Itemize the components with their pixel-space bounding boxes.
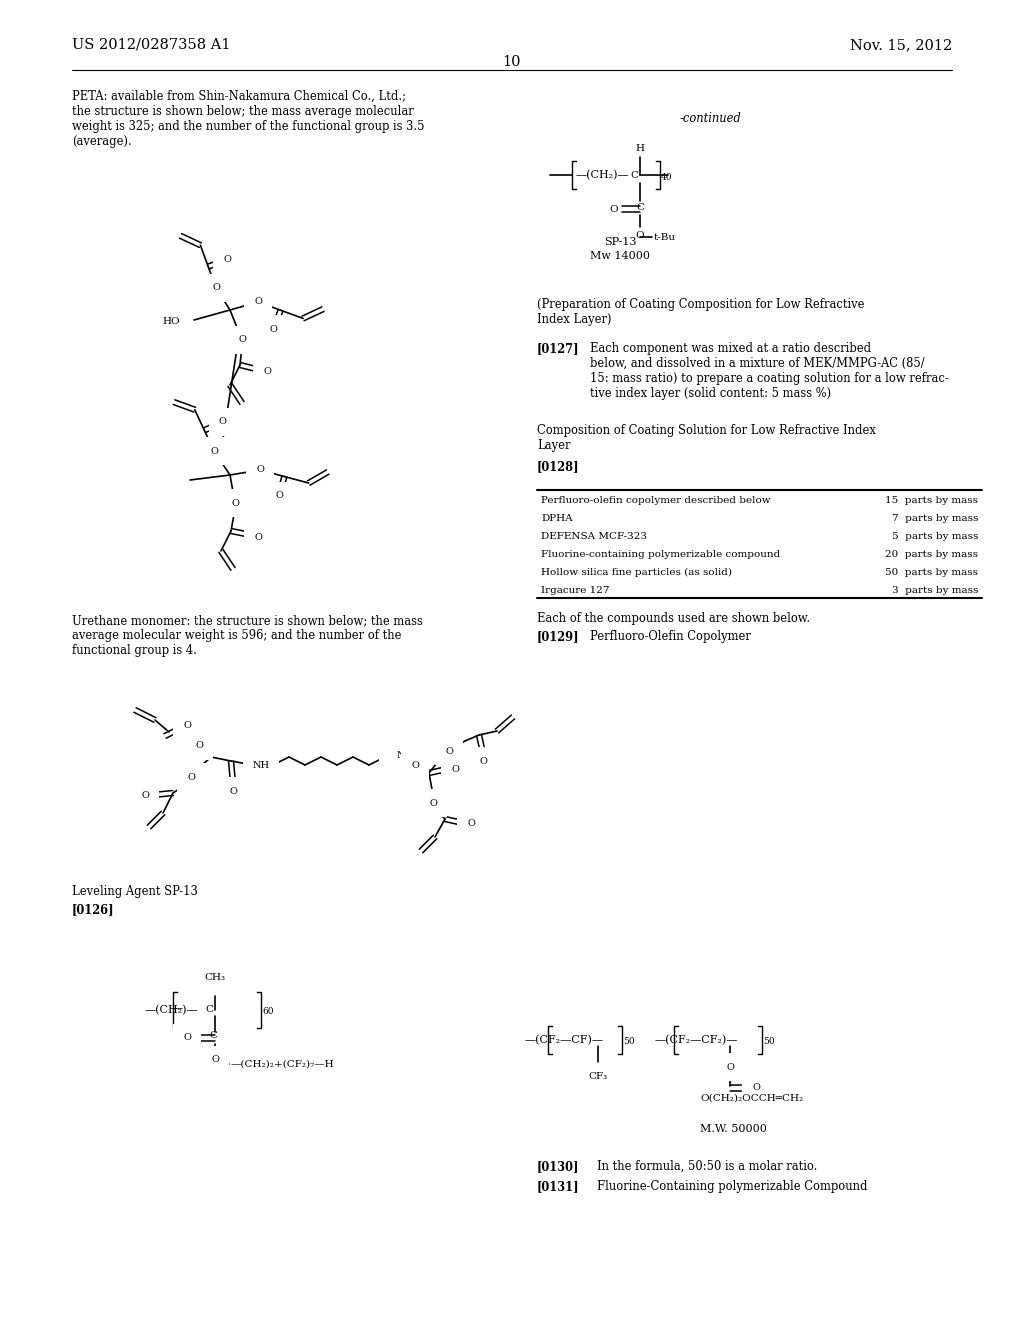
- Text: CF₃: CF₃: [589, 1072, 607, 1081]
- Text: Perfluoro-Olefin Copolymer: Perfluoro-Olefin Copolymer: [590, 630, 751, 643]
- Text: —: —: [171, 1003, 182, 1012]
- Text: O: O: [479, 756, 487, 766]
- Text: [0128]: [0128]: [537, 459, 580, 473]
- Text: C: C: [630, 170, 638, 180]
- Text: Nov. 15, 2012: Nov. 15, 2012: [850, 38, 952, 51]
- Text: O: O: [275, 491, 283, 500]
- Text: 50  parts by mass: 50 parts by mass: [885, 569, 978, 577]
- Text: Mw 14000: Mw 14000: [590, 251, 650, 261]
- Text: [0127]: [0127]: [537, 342, 580, 355]
- Text: O: O: [141, 791, 148, 800]
- Text: Perfluoro-olefin copolymer described below: Perfluoro-olefin copolymer described bel…: [541, 496, 771, 506]
- Text: NH: NH: [253, 760, 269, 770]
- Text: -continued: -continued: [680, 112, 741, 125]
- Text: O: O: [609, 205, 618, 214]
- Text: t-Bu: t-Bu: [654, 232, 676, 242]
- Text: O: O: [231, 499, 239, 507]
- Text: Fluorine-containing polymerizable compound: Fluorine-containing polymerizable compou…: [541, 550, 780, 560]
- Text: In the formula, 50:50 is a molar ratio.: In the formula, 50:50 is a molar ratio.: [597, 1160, 817, 1173]
- Text: O(CH₂)₂OCCH═CH₂: O(CH₂)₂OCCH═CH₂: [700, 1093, 803, 1102]
- Text: O: O: [256, 466, 264, 474]
- Text: O: O: [254, 532, 262, 541]
- Text: O: O: [195, 742, 203, 751]
- Text: —(CF₂—CF)—: —(CF₂—CF)—: [525, 1035, 604, 1045]
- Text: 15  parts by mass: 15 parts by mass: [885, 496, 978, 506]
- Text: O: O: [269, 325, 278, 334]
- Text: [0130]: [0130]: [537, 1160, 580, 1173]
- Text: O: O: [445, 747, 453, 755]
- Text: SP-13: SP-13: [604, 238, 636, 247]
- Text: O: O: [187, 772, 195, 781]
- Text: N: N: [396, 751, 406, 759]
- Text: Leveling Agent SP-13: Leveling Agent SP-13: [72, 884, 198, 898]
- Text: Fluorine-Containing polymerizable Compound: Fluorine-Containing polymerizable Compou…: [597, 1180, 867, 1193]
- Text: O: O: [429, 799, 437, 808]
- Text: O: O: [726, 1063, 734, 1072]
- Text: 20  parts by mass: 20 parts by mass: [885, 550, 978, 560]
- Text: Hollow silica fine particles (as solid): Hollow silica fine particles (as solid): [541, 568, 732, 577]
- Text: Urethane monomer: the structure is shown below; the mass
average molecular weigh: Urethane monomer: the structure is shown…: [72, 614, 423, 657]
- Text: [0131]: [0131]: [537, 1180, 580, 1193]
- Text: O: O: [223, 255, 231, 264]
- Text: 7  parts by mass: 7 parts by mass: [892, 515, 978, 523]
- Text: 10: 10: [503, 55, 521, 69]
- Text: O: O: [254, 297, 262, 306]
- Text: CH₃: CH₃: [205, 973, 225, 982]
- Text: US 2012/0287358 A1: US 2012/0287358 A1: [72, 38, 230, 51]
- Text: [0126]: [0126]: [72, 903, 115, 916]
- Text: 60: 60: [262, 1007, 273, 1016]
- Text: O: O: [183, 1034, 190, 1043]
- Text: —(CF₂—CF₂)—: —(CF₂—CF₂)—: [655, 1035, 738, 1045]
- Text: O: O: [229, 787, 237, 796]
- Text: O: O: [411, 760, 419, 770]
- Text: —(CH₂)—: —(CH₂)—: [145, 1005, 199, 1015]
- Text: 50: 50: [763, 1038, 774, 1047]
- Text: DEFENSA MCF-323: DEFENSA MCF-323: [541, 532, 647, 541]
- Text: O: O: [263, 367, 271, 376]
- Text: 5  parts by mass: 5 parts by mass: [892, 532, 978, 541]
- Text: O: O: [211, 1056, 219, 1064]
- Text: H: H: [636, 144, 644, 153]
- Text: HO: HO: [163, 318, 180, 326]
- Text: 3  parts by mass: 3 parts by mass: [892, 586, 978, 595]
- Text: O: O: [752, 1084, 760, 1093]
- Text: —(CH₂)₂+(CF₂)₇—H: —(CH₂)₂+(CF₂)₇—H: [231, 1060, 335, 1068]
- Text: DPHA: DPHA: [541, 515, 572, 523]
- Text: 40: 40: [662, 173, 673, 181]
- Text: C: C: [209, 1031, 217, 1040]
- Text: Irgacure 127: Irgacure 127: [541, 586, 609, 595]
- Text: [0129]: [0129]: [537, 630, 580, 643]
- Text: C: C: [636, 202, 644, 211]
- Text: O: O: [212, 284, 220, 293]
- Text: Each of the compounds used are shown below.: Each of the compounds used are shown bel…: [537, 612, 810, 624]
- Text: 50: 50: [623, 1038, 635, 1047]
- Text: Each component was mixed at a ratio described
below, and dissolved in a mixture : Each component was mixed at a ratio desc…: [590, 342, 949, 400]
- Text: O: O: [183, 722, 190, 730]
- Text: O: O: [210, 446, 218, 455]
- Text: —(CH₂)—: —(CH₂)—: [575, 170, 630, 180]
- Text: O: O: [451, 764, 459, 774]
- Text: O: O: [218, 417, 226, 426]
- Text: C: C: [205, 1006, 213, 1015]
- Text: O: O: [238, 335, 246, 345]
- Text: PETA: available from Shin-Nakamura Chemical Co., Ltd.;
the structure is shown be: PETA: available from Shin-Nakamura Chemi…: [72, 90, 425, 148]
- Text: O: O: [636, 231, 644, 240]
- Text: H: H: [389, 752, 397, 762]
- Text: M.W. 50000: M.W. 50000: [700, 1125, 767, 1134]
- Text: (Preparation of Coating Composition for Low Refractive
Index Layer): (Preparation of Coating Composition for …: [537, 298, 864, 326]
- Text: O: O: [467, 818, 475, 828]
- Text: Composition of Coating Solution for Low Refractive Index
Layer: Composition of Coating Solution for Low …: [537, 424, 876, 451]
